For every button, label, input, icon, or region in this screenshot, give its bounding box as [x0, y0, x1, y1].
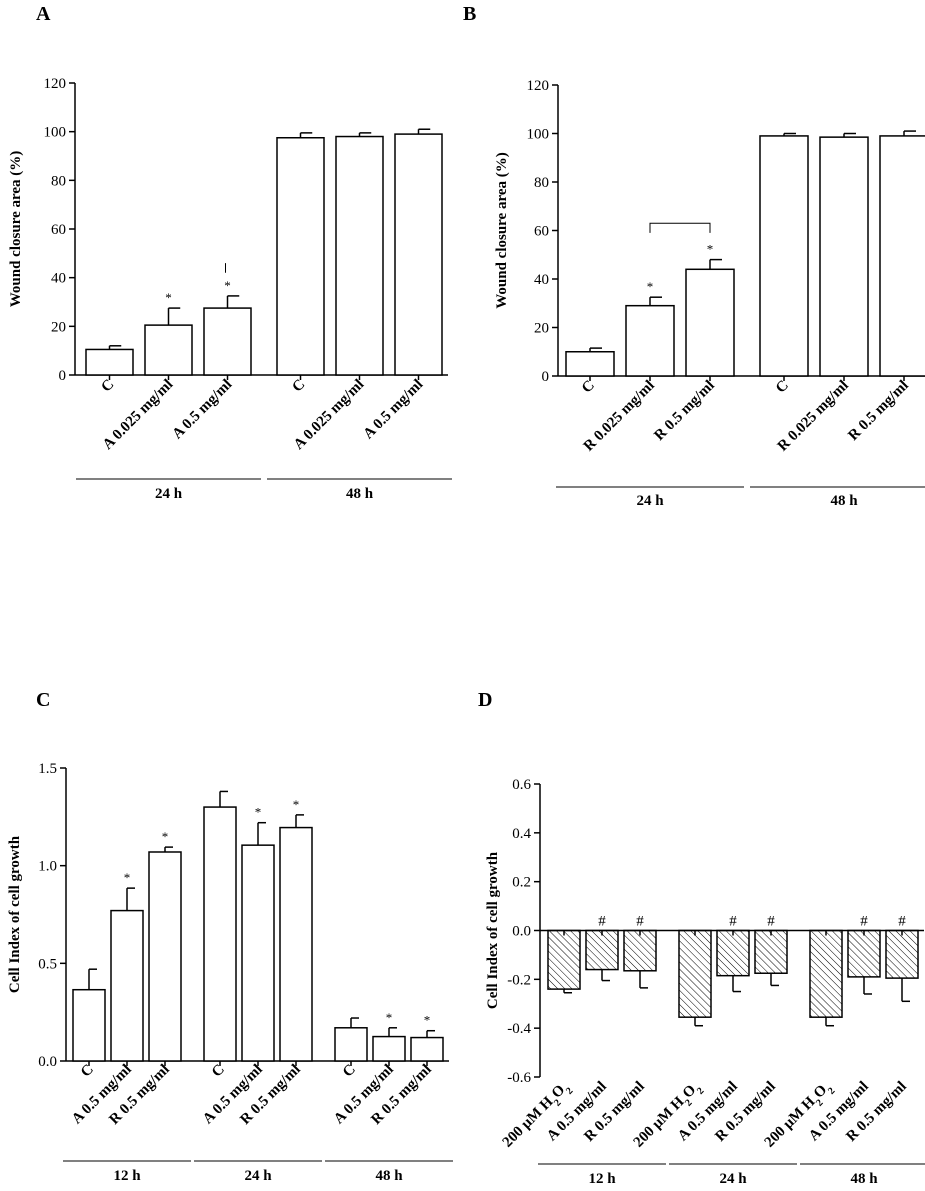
bar [809, 929, 843, 1018]
bar [623, 929, 657, 972]
significance-mark: * [165, 290, 172, 305]
y-axis-label: Wound closure area (%) [494, 152, 510, 309]
y-tick-label: 60 [51, 222, 66, 238]
significance-mark: * [162, 829, 169, 844]
bar [625, 304, 675, 377]
bar [547, 929, 581, 990]
bar [847, 929, 881, 978]
significance-mark: * [424, 1013, 431, 1028]
group-label: 24 h [719, 1171, 747, 1187]
significance-mark: * [293, 797, 300, 812]
bar [148, 851, 182, 1062]
group-label: 12 h [588, 1171, 616, 1187]
y-tick-label: 0.5 [38, 956, 57, 972]
y-tick-label: 0.4 [512, 826, 531, 842]
y-axis-label: Cell Index of cell growth [485, 851, 501, 1009]
significance-mark: # [636, 914, 644, 930]
y-tick-label: 40 [534, 272, 549, 288]
bar [885, 929, 919, 979]
y-tick-label: 0 [542, 369, 550, 385]
significance-mark: * [224, 278, 231, 293]
y-axis-label: Wound closure area (%) [8, 151, 24, 308]
panel-letter-a: A [36, 3, 51, 25]
y-tick-label: 120 [527, 78, 550, 94]
y-tick-label: 120 [44, 76, 67, 92]
y-tick-label: 0.2 [512, 875, 531, 891]
group-label: 12 h [113, 1168, 141, 1184]
group-label: 24 h [244, 1168, 272, 1184]
significance-mark: # [598, 914, 606, 930]
y-tick-label: 0.0 [38, 1054, 57, 1070]
panel-letter-b: B [463, 3, 477, 25]
significance-mark: # [767, 914, 775, 930]
y-tick-label: 1.5 [38, 761, 57, 777]
group-label: 48 h [830, 493, 858, 509]
panel-letter-d: D [478, 689, 493, 711]
y-tick-label: 1.0 [38, 859, 57, 875]
bar [279, 826, 313, 1062]
y-tick-label: 40 [51, 271, 66, 287]
group-label: 24 h [155, 486, 183, 502]
significance-mark: * [255, 805, 262, 820]
significance-mark: # [729, 914, 737, 930]
significance-mark: * [386, 1010, 393, 1025]
group-label: 24 h [636, 493, 664, 509]
y-tick-label: 0.0 [512, 924, 531, 940]
bar [678, 929, 712, 1018]
y-tick-label: 20 [534, 321, 549, 337]
y-tick-label: 20 [51, 319, 66, 335]
bar [276, 137, 325, 376]
significance-mark: # [860, 914, 868, 930]
bar [203, 307, 252, 376]
y-tick-label: 80 [534, 175, 549, 191]
y-tick-label: 0 [59, 368, 67, 384]
significance-mark: * [124, 870, 131, 885]
bar [585, 929, 619, 971]
bar [335, 135, 384, 376]
y-axis-label: Cell Index of cell growth [7, 835, 23, 993]
y-tick-label: -0.6 [507, 1070, 531, 1086]
panel-letter-c: C [36, 689, 51, 711]
bar [394, 133, 443, 376]
bar [85, 348, 134, 376]
y-tick-label: -0.2 [507, 972, 531, 988]
y-tick-label: 0.6 [512, 777, 531, 793]
bar [203, 806, 237, 1062]
group-label: 48 h [850, 1171, 878, 1187]
y-tick-label: 100 [527, 127, 550, 143]
group-label: 48 h [375, 1168, 403, 1184]
bar [110, 909, 144, 1062]
y-tick-label: 80 [51, 173, 66, 189]
y-tick-label: -0.4 [507, 1021, 531, 1037]
bar [716, 929, 750, 977]
significance-mark: # [898, 914, 906, 930]
group-label: 48 h [346, 486, 374, 502]
y-tick-label: 100 [44, 125, 67, 141]
bar [241, 844, 275, 1062]
y-tick-label: 60 [534, 224, 549, 240]
comparison-bracket [649, 222, 711, 233]
significance-mark: * [647, 279, 654, 294]
bar [754, 929, 788, 974]
significance-mark: * [707, 242, 714, 257]
